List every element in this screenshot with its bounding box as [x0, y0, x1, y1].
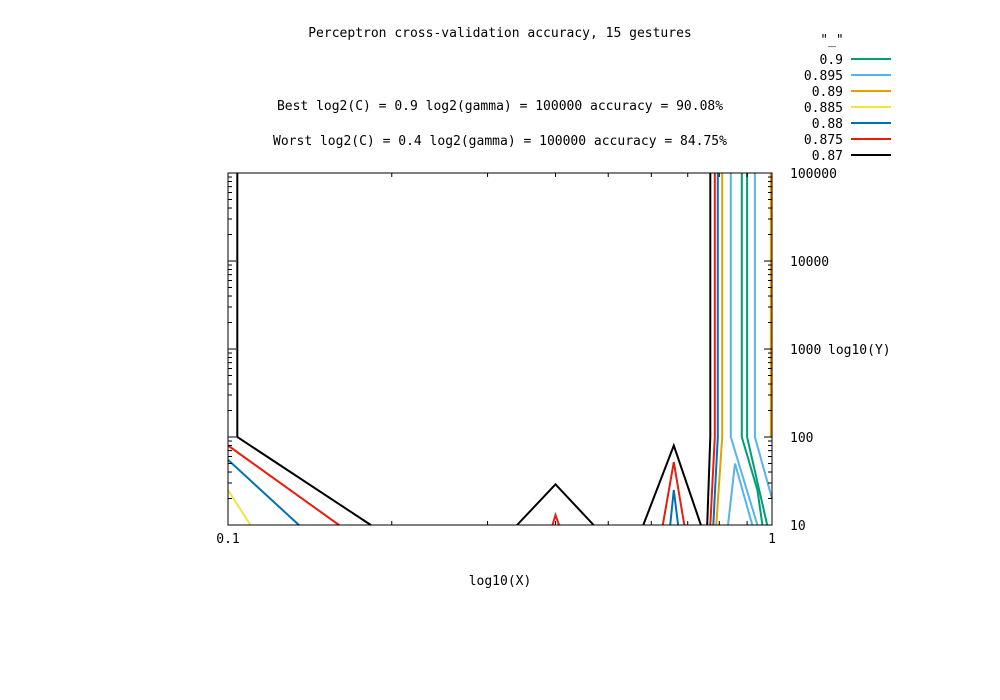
- contour-line-0_9-0: [740, 173, 764, 526]
- legend-label: 0.87: [812, 149, 843, 164]
- contour-line-0_89-0: [715, 173, 724, 526]
- y-axis-ticks: 10 100 1000 10000 100000: [228, 167, 837, 534]
- chart-title: Perceptron cross-validation accuracy, 15…: [308, 26, 692, 41]
- legend-label: 0.885: [804, 101, 843, 116]
- best-result-label: Best log2(C) = 0.9 log2(gamma) = 100000 …: [277, 99, 723, 114]
- contour-lines: [227, 173, 773, 526]
- plot-axes: [227, 172, 773, 526]
- legend-label: 0.88: [812, 117, 843, 132]
- contour-line-0_87-0: [706, 173, 712, 526]
- contour-line-0_88-2: [669, 489, 680, 526]
- legend-label: 0.89: [812, 85, 843, 100]
- plot-frame: [227, 172, 773, 526]
- contour-line-0_895-1: [753, 173, 773, 499]
- x-axis-ticks: 0.1 1: [216, 173, 776, 547]
- contour-line-0_875-1: [227, 444, 340, 526]
- contour-line-0_875-2: [551, 511, 560, 526]
- x-tick-label: 1: [768, 532, 776, 547]
- y-tick-label: 1000: [790, 343, 821, 358]
- contour-line-0_875-3: [661, 461, 686, 526]
- legend-label: 0.9: [820, 53, 843, 68]
- contour-line-0_885-0: [227, 489, 252, 526]
- x-tick-label: 0.1: [216, 532, 239, 547]
- y-axis-label: log10(Y): [828, 343, 891, 358]
- contour-line-0_875-0: [709, 173, 716, 526]
- y-tick-label: 10: [790, 519, 806, 534]
- contour-line-0_87-1: [236, 173, 372, 526]
- contour-line-0_9-1: [746, 173, 769, 526]
- contour-line-0_895-2: [727, 463, 754, 526]
- contour-line-0_88-1: [227, 459, 300, 526]
- legend-title: "_": [820, 33, 843, 48]
- contour-line-0_895-0: [729, 173, 759, 526]
- contour-line-0_88-0: [712, 173, 719, 526]
- contour-line-0_87-3: [642, 442, 702, 526]
- x-axis-label: log10(X): [469, 574, 532, 589]
- worst-result-label: Worst log2(C) = 0.4 log2(gamma) = 100000…: [273, 134, 727, 149]
- legend-label: 0.895: [804, 69, 843, 84]
- y-tick-label: 100: [790, 431, 813, 446]
- y-tick-label: 10000: [790, 255, 829, 270]
- contour-line-0_87-2: [516, 482, 595, 526]
- y-tick-label: 100000: [790, 167, 837, 182]
- legend-label: 0.875: [804, 133, 843, 148]
